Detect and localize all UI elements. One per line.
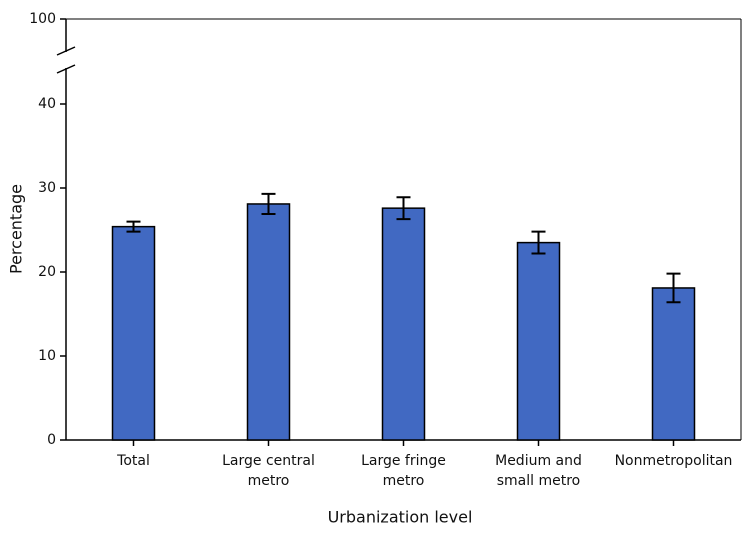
bar [111, 225, 156, 441]
error-bar [666, 272, 681, 304]
error-bar [261, 192, 276, 216]
bar [651, 287, 696, 441]
x-tick-label: Large central metro [222, 453, 315, 489]
y-tick-label: 30 [38, 180, 56, 196]
y-tick-label: 10 [38, 348, 56, 364]
y-axis-title: Percentage [7, 184, 26, 274]
axis-break [56, 46, 76, 56]
error-bar [531, 230, 546, 255]
x-axis-title: Urbanization level [328, 508, 473, 527]
bar [516, 241, 561, 441]
bar [381, 207, 426, 441]
x-tick-label: Large fringe metro [361, 453, 446, 489]
y-tick-label: 100 [29, 11, 56, 27]
bar [246, 203, 291, 441]
y-tick-label: 40 [38, 96, 56, 112]
x-tick-label: Medium and small metro [495, 453, 582, 489]
x-tick-label: Nonmetropolitan [614, 453, 733, 469]
axis-break [56, 64, 76, 74]
y-tick-label: 0 [47, 432, 56, 448]
error-bar [396, 196, 411, 221]
error-bar [126, 220, 141, 233]
x-tick-label: Total [117, 453, 150, 469]
y-tick-label: 20 [38, 264, 56, 280]
